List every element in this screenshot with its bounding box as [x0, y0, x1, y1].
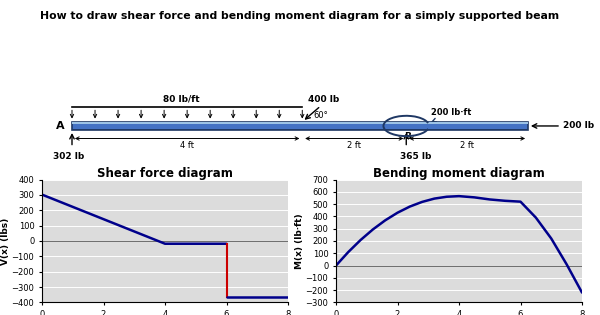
Y-axis label: V(x) (lbs): V(x) (lbs) [1, 217, 10, 265]
Title: Shear force diagram: Shear force diagram [97, 167, 233, 180]
Text: 2 ft: 2 ft [460, 141, 474, 150]
Text: B: B [404, 132, 412, 140]
Text: How to draw shear force and bending moment diagram for a simply supported beam: How to draw shear force and bending mome… [40, 11, 560, 21]
Text: A: A [56, 121, 65, 131]
Text: 400 lb: 400 lb [308, 95, 339, 104]
Text: 200 lb·ft: 200 lb·ft [431, 108, 472, 117]
Text: 200 lb: 200 lb [563, 122, 594, 130]
Text: 4 ft: 4 ft [180, 141, 194, 150]
Bar [72, 122, 528, 124]
Text: 80 lb/ft: 80 lb/ft [163, 95, 199, 104]
Text: 302 lb: 302 lb [53, 152, 85, 161]
Text: 365 lb: 365 lb [400, 152, 431, 161]
Title: Bending moment diagram: Bending moment diagram [373, 167, 545, 180]
Y-axis label: M(x) (lb·ft): M(x) (lb·ft) [295, 213, 304, 269]
Bar [72, 129, 528, 130]
Bar [72, 122, 528, 130]
Text: 2 ft: 2 ft [347, 141, 361, 150]
Text: 60°: 60° [313, 111, 328, 120]
Text: Draw Shear Force and Bending Moment | Type of Beam | Construction Article: Draw Shear Force and Bending Moment | Ty… [104, 43, 496, 53]
